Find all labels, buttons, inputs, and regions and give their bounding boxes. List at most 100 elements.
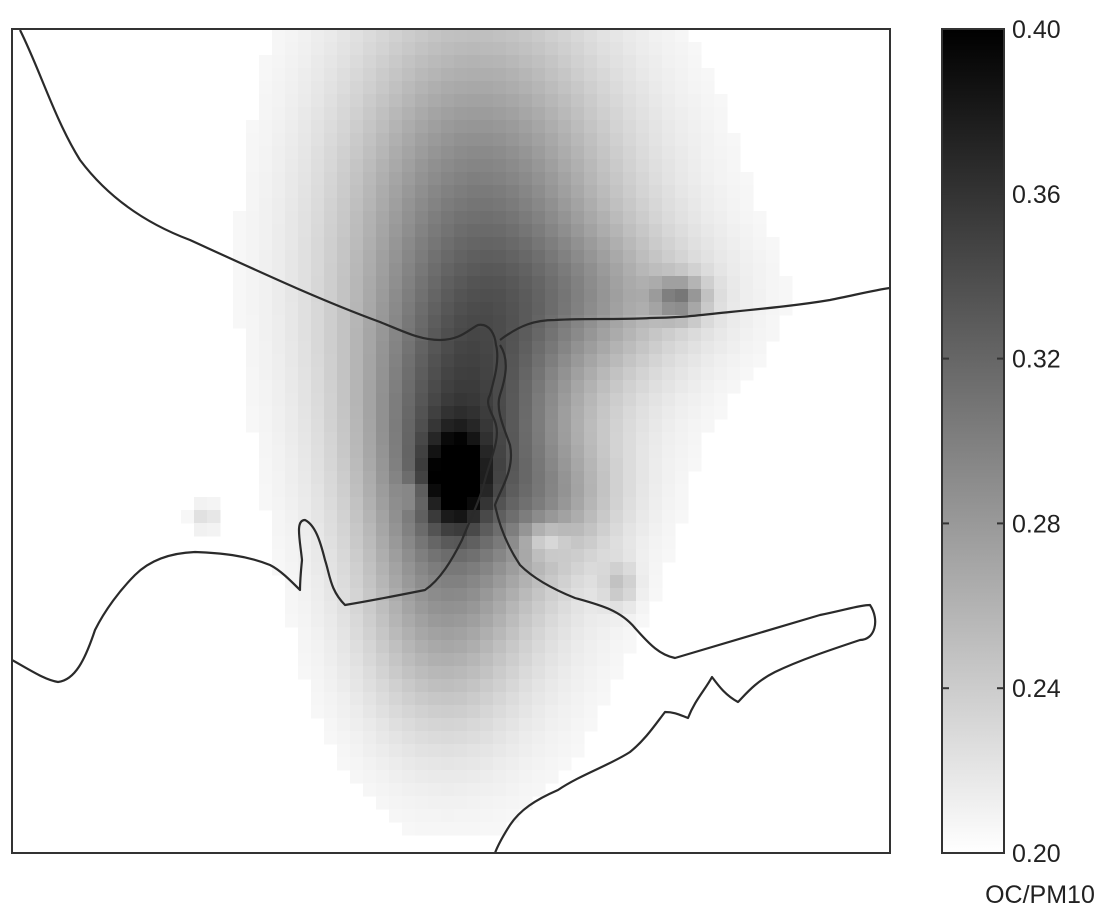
heatmap-cell (324, 81, 338, 95)
heatmap-cell (493, 68, 507, 82)
heatmap-cell (688, 432, 702, 446)
heatmap-cell (285, 510, 299, 524)
heatmap-cell (337, 458, 351, 472)
heatmap-cell (428, 406, 442, 420)
heatmap-cell (324, 341, 338, 355)
heatmap-cell (506, 94, 520, 108)
heatmap-cell (662, 211, 676, 225)
heatmap-cell (441, 601, 455, 615)
heatmap-cell (389, 55, 403, 69)
heatmap-cell (467, 367, 481, 381)
heatmap-cell (480, 276, 494, 290)
heatmap-cell (597, 120, 611, 134)
heatmap-cell (389, 42, 403, 56)
heatmap-cell (454, 302, 468, 316)
heatmap-cell (480, 107, 494, 121)
heatmap-cell (610, 497, 624, 511)
heatmap-cell (428, 172, 442, 186)
heatmap-cell (298, 640, 312, 654)
heatmap-cell (675, 68, 689, 82)
heatmap-cell (311, 302, 325, 316)
heatmap-cell (623, 588, 637, 602)
heatmap-cell (454, 354, 468, 368)
heatmap-cell (571, 653, 585, 667)
heatmap-cell (272, 211, 286, 225)
heatmap-cell (519, 770, 533, 784)
heatmap-cell (493, 289, 507, 303)
heatmap-cell (519, 276, 533, 290)
heatmap-cell (376, 55, 390, 69)
heatmap-cell (441, 237, 455, 251)
heatmap-cell (688, 68, 702, 82)
heatmap-cell (610, 393, 624, 407)
heatmap-cell (701, 224, 715, 238)
heatmap-cell (298, 419, 312, 433)
heatmap-cell (610, 354, 624, 368)
heatmap-cell (259, 406, 273, 420)
heatmap-cell (389, 367, 403, 381)
heatmap-cell (506, 42, 520, 56)
heatmap-cell (441, 588, 455, 602)
heatmap-cell (649, 172, 663, 186)
heatmap-cell (363, 276, 377, 290)
heatmap-cell (428, 107, 442, 121)
heatmap-cell (649, 406, 663, 420)
heatmap-cell (688, 315, 702, 329)
heatmap-cell (441, 575, 455, 589)
heatmap-cell (246, 198, 260, 212)
heatmap-cell (428, 679, 442, 693)
heatmap-cell (649, 458, 663, 472)
heatmap-cell (298, 666, 312, 680)
heatmap-cell (558, 575, 572, 589)
heatmap-cell (350, 185, 364, 199)
heatmap-cell (311, 133, 325, 147)
heatmap-cell (571, 159, 585, 173)
heatmap-cell (337, 354, 351, 368)
heatmap-cell (714, 172, 728, 186)
heatmap-cell (337, 393, 351, 407)
heatmap-cell (402, 224, 416, 238)
heatmap-cell (597, 328, 611, 342)
heatmap-cell (337, 536, 351, 550)
heatmap-cell (649, 432, 663, 446)
heatmap-cell (389, 146, 403, 160)
heatmap-cell (636, 289, 650, 303)
heatmap-cell (298, 432, 312, 446)
heatmap-cell (545, 445, 559, 459)
heatmap-cell (545, 549, 559, 563)
heatmap-cell (610, 263, 624, 277)
heatmap-cell (584, 523, 598, 537)
heatmap-cell (389, 757, 403, 771)
heatmap-cell (623, 185, 637, 199)
heatmap-cell (324, 367, 338, 381)
heatmap-cell (571, 744, 585, 758)
heatmap-cell (259, 185, 273, 199)
heatmap-cell (389, 185, 403, 199)
heatmap-cell (428, 783, 442, 797)
heatmap-cell (324, 718, 338, 732)
heatmap-cell (584, 289, 598, 303)
heatmap-cell (740, 315, 754, 329)
heatmap-cell (701, 133, 715, 147)
heatmap-cell (571, 341, 585, 355)
heatmap-cell (675, 419, 689, 433)
heatmap-cell (584, 679, 598, 693)
heatmap-cell (363, 94, 377, 108)
heatmap-cell (571, 42, 585, 56)
heatmap-cell (415, 627, 429, 641)
heatmap-cell (467, 289, 481, 303)
heatmap-cell (324, 159, 338, 173)
heatmap-cell (493, 250, 507, 264)
heatmap-cell (753, 354, 767, 368)
heatmap-cell (454, 380, 468, 394)
heatmap-cell (272, 146, 286, 160)
heatmap-cell (675, 146, 689, 160)
heatmap-cell (571, 81, 585, 95)
heatmap-cell (506, 601, 520, 615)
heatmap-cell (688, 367, 702, 381)
heatmap-cell (532, 588, 546, 602)
heatmap-cell (285, 81, 299, 95)
heatmap-cell (272, 81, 286, 95)
heatmap-cell (493, 536, 507, 550)
heatmap-cell (701, 263, 715, 277)
